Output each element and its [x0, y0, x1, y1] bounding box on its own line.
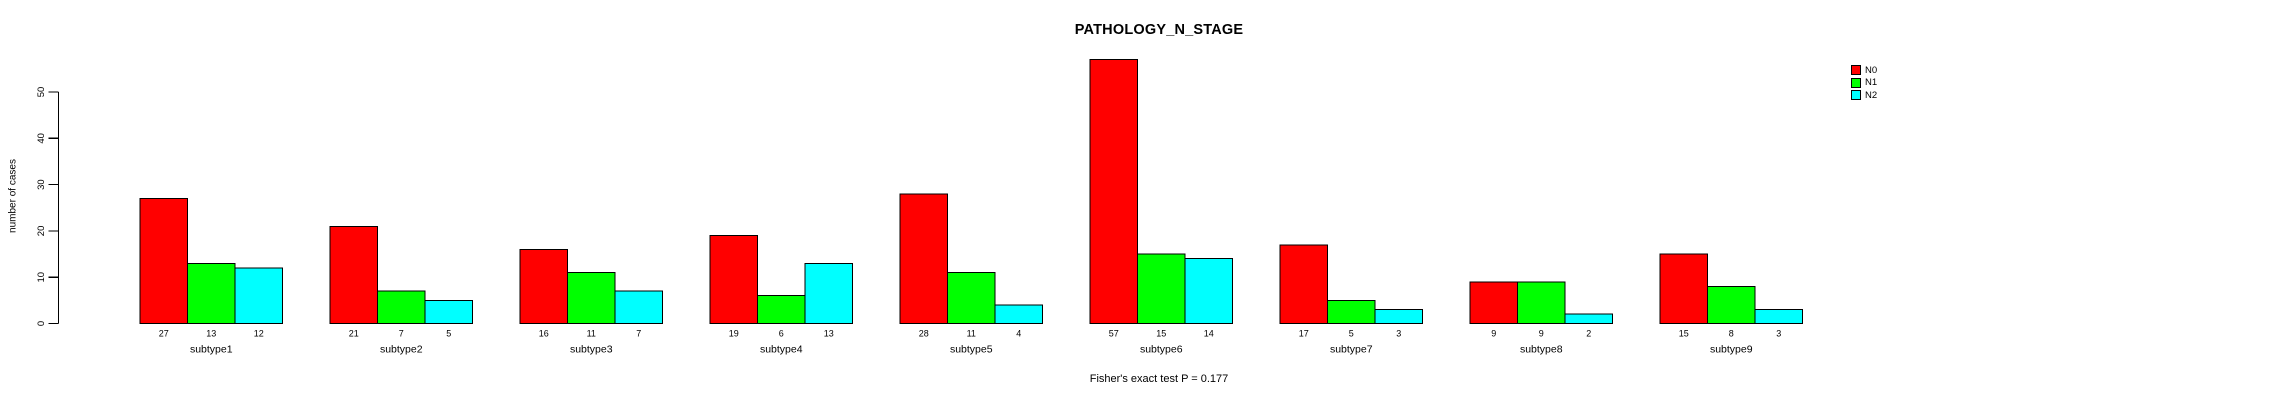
- y-tick-label: 20: [36, 226, 47, 237]
- category-label-subtype1: subtype1: [190, 344, 233, 356]
- bar-value-label: 6: [779, 329, 784, 339]
- bar-value-label: 19: [729, 329, 739, 339]
- y-tick-label: 40: [36, 133, 47, 144]
- legend-swatch-n2: [1851, 90, 1861, 101]
- bar-n1-subtype7: [1327, 299, 1376, 325]
- bar-n0-subtype4: [709, 235, 758, 324]
- bar-n0-subtype6: [1089, 59, 1138, 325]
- legend-item-n0: N0: [1851, 64, 1877, 77]
- bar-value-label: 13: [824, 329, 834, 339]
- legend-label-n0: N0: [1865, 64, 1878, 76]
- fisher-test-annotation: Fisher's exact test P = 0.177: [1089, 373, 1229, 385]
- bar-value-label: 28: [919, 329, 929, 339]
- bar-value-label: 9: [1539, 329, 1544, 339]
- bar-n0-subtype1: [139, 197, 188, 325]
- bar-n0-subtype5: [899, 193, 948, 324]
- bar-n0-subtype3: [519, 248, 568, 324]
- bar-n2-subtype7: [1374, 309, 1423, 324]
- bar-value-label: 16: [539, 329, 549, 339]
- bar-n1-subtype4: [757, 295, 806, 325]
- bar-value-label: 12: [254, 329, 264, 339]
- legend-swatch-n1: [1851, 77, 1861, 88]
- bar-value-label: 4: [1016, 329, 1021, 339]
- bar-value-label: 15: [1156, 329, 1166, 339]
- bar-value-label: 27: [159, 329, 169, 339]
- bar-n1-subtype8: [1517, 281, 1566, 324]
- legend-label-n2: N2: [1865, 89, 1878, 101]
- bar-n2-subtype5: [994, 304, 1043, 325]
- category-label-subtype4: subtype4: [760, 344, 803, 356]
- chart-title: PATHOLOGY_N_STAGE: [1074, 22, 1244, 38]
- bar-n2-subtype2: [424, 299, 473, 325]
- bar-n1-subtype2: [377, 290, 426, 324]
- bar-value-label: 14: [1204, 329, 1214, 339]
- y-tick-label: 50: [36, 87, 47, 98]
- bar-n0-subtype7: [1279, 244, 1328, 324]
- bar-n0-subtype2: [329, 225, 378, 325]
- bar-value-label: 2: [1586, 329, 1591, 339]
- bar-n1-subtype9: [1707, 285, 1756, 324]
- category-label-subtype7: subtype7: [1330, 344, 1373, 356]
- bar-n1-subtype6: [1137, 253, 1186, 324]
- bar-n2-subtype6: [1184, 258, 1233, 324]
- category-label-subtype6: subtype6: [1140, 344, 1183, 356]
- bar-n2-subtype3: [614, 290, 663, 324]
- y-tick-label: 10: [36, 272, 47, 283]
- bar-n2-subtype4: [804, 262, 853, 324]
- bar-value-label: 8: [1729, 329, 1734, 339]
- bar-value-label: 21: [349, 329, 359, 339]
- legend-item-n1: N1: [1851, 77, 1877, 90]
- bar-n2-subtype8: [1564, 313, 1613, 324]
- bar-n1-subtype5: [947, 272, 996, 325]
- bar-value-label: 11: [587, 329, 596, 339]
- bar-value-label: 5: [1349, 329, 1354, 339]
- bar-n0-subtype8: [1469, 281, 1518, 324]
- bar-n2-subtype9: [1754, 309, 1803, 324]
- category-label-subtype3: subtype3: [570, 344, 613, 356]
- bar-value-label: 17: [1299, 329, 1309, 339]
- bar-value-label: 7: [399, 329, 404, 339]
- category-label-subtype2: subtype2: [380, 344, 423, 356]
- bar-value-label: 7: [636, 329, 641, 339]
- bar-value-label: 13: [206, 329, 216, 339]
- bar-value-label: 15: [1679, 329, 1689, 339]
- bar-n1-subtype1: [187, 262, 236, 324]
- bar-value-label: 5: [446, 329, 451, 339]
- y-tick-label: 30: [36, 179, 47, 190]
- y-tick-label: 0: [36, 321, 47, 326]
- category-label-subtype8: subtype8: [1520, 344, 1563, 356]
- bar-n0-subtype9: [1659, 253, 1708, 324]
- category-label-subtype9: subtype9: [1710, 344, 1753, 356]
- bar-value-label: 9: [1491, 329, 1496, 339]
- category-label-subtype5: subtype5: [950, 344, 993, 356]
- bar-value-label: 57: [1109, 329, 1119, 339]
- legend-label-n1: N1: [1865, 77, 1878, 88]
- legend: N0 N1 N2: [1851, 64, 1877, 102]
- bar-n1-subtype3: [567, 272, 616, 325]
- bar-value-label: 3: [1776, 329, 1781, 339]
- bar-n2-subtype1: [234, 267, 283, 325]
- legend-swatch-n0: [1851, 65, 1861, 76]
- legend-item-n2: N2: [1851, 89, 1877, 102]
- bar-value-label: 11: [967, 329, 976, 339]
- bar-value-label: 3: [1396, 329, 1401, 339]
